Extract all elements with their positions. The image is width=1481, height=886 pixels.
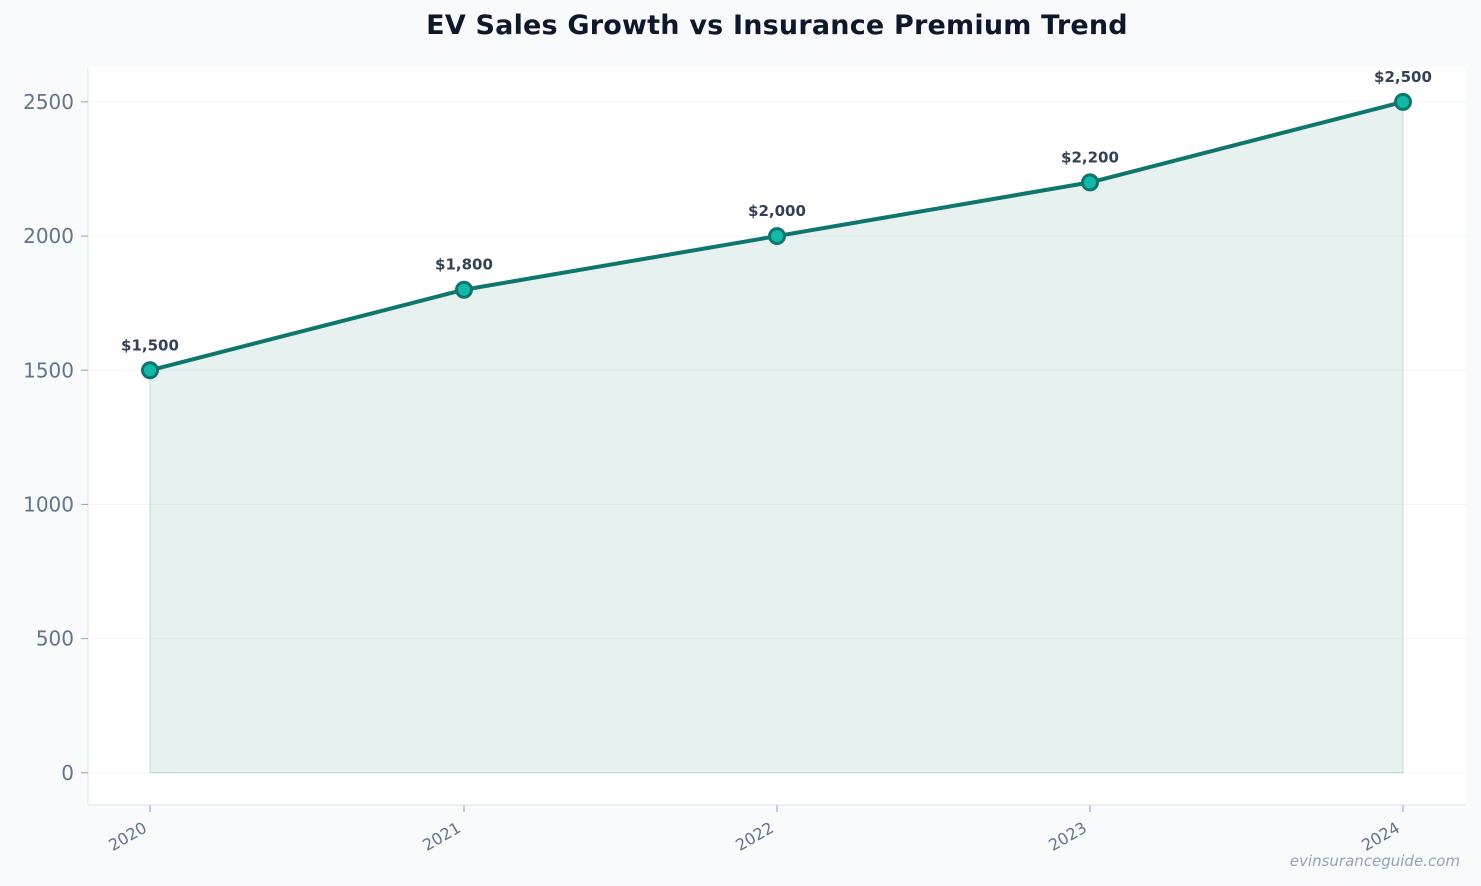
data-point [455,280,473,299]
x-tick-label: 2021 [419,818,464,855]
data-label: $2,000 [748,202,806,220]
data-label: $2,500 [1374,68,1432,86]
y-tick-label: 2000 [23,224,74,248]
watermark: evinsuranceguide.com [1289,852,1460,870]
data-markers [141,92,1412,380]
y-tick-label: 2500 [23,90,74,114]
data-point [1394,92,1412,111]
y-tick-label: 1500 [23,358,74,382]
data-labels: $1,500 $1,800 $2,000 $2,200 $2,500 [121,68,1432,354]
grid-lines [88,101,1466,774]
x-tick-label: 2022 [732,818,777,855]
data-label: $1,800 [435,256,493,274]
x-tick-label: 2024 [1358,818,1403,855]
x-tick-label: 2020 [105,818,150,855]
y-tick-label: 500 [36,627,74,651]
y-tick-label: 1000 [23,492,74,516]
plot-background [88,67,1466,805]
data-label: $2,200 [1061,148,1119,166]
data-label: $1,500 [121,336,179,354]
data-point [768,227,786,246]
x-tick-label: 2023 [1045,818,1090,855]
data-point [1081,173,1099,192]
y-tick-label: 0 [61,761,74,785]
data-point [141,361,159,380]
chart-title: EV Sales Growth vs Insurance Premium Tre… [426,10,1128,41]
